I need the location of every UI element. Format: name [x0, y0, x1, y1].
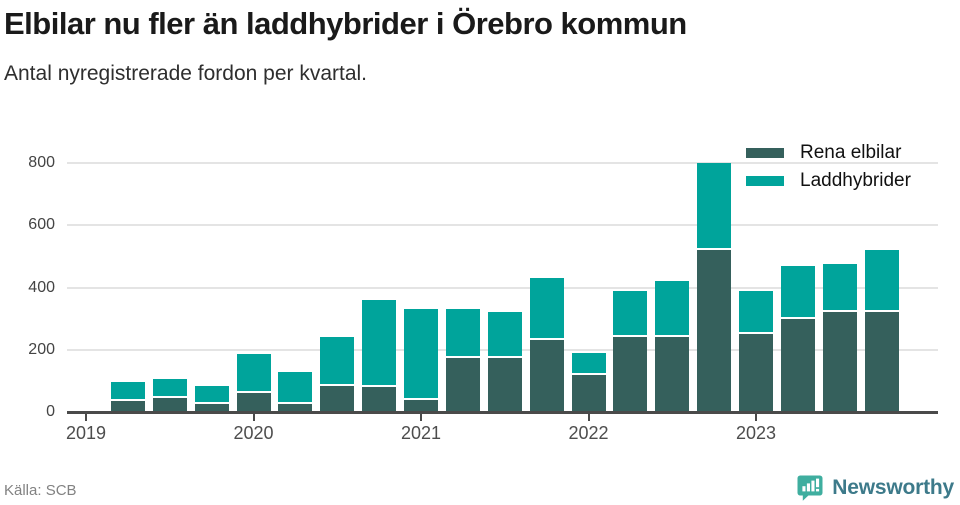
x-tick-label-2023: 2023 [735, 423, 777, 443]
legend: Rena elbilar Laddhybrider [746, 139, 911, 195]
newsworthy-logo: Newsworthy [796, 472, 954, 504]
chart-subtitle: Antal nyregistrerade fordon per kvartal. [4, 62, 368, 85]
bar-segment-elbilar-2022K2 [613, 337, 648, 412]
legend-swatch [746, 148, 784, 158]
x-tick-2020 [252, 414, 255, 421]
bar-segment-laddhybrider-2020K4 [362, 299, 397, 386]
bar-segment-laddhybrider-2022K4 [697, 163, 732, 249]
source-note: Källa: SCB [4, 482, 77, 499]
bar-segment-elbilar-2021K4 [529, 340, 564, 412]
x-tick-2023 [755, 414, 757, 421]
gridline-600 [67, 224, 938, 227]
y-tick-label-0: 0 [46, 403, 55, 420]
bar-segment-laddhybrider-2019K3 [152, 379, 187, 396]
bar-segment-laddhybrider-2021K3 [487, 312, 522, 356]
bar-segment-laddhybrider-2021K2 [445, 309, 480, 356]
bar-segment-laddhybrider-2019K2 [110, 382, 145, 400]
bar-segment-laddhybrider-2023K4 [864, 250, 899, 311]
bar-segment-elbilar-2019K4 [194, 404, 229, 412]
bar-segment-elbilar-2019K2 [110, 401, 145, 412]
bar-segment-elbilar-2020K3 [320, 385, 355, 412]
bar-segment-elbilar-2020K1 [236, 393, 271, 412]
bar-segment-elbilar-2023K2 [780, 318, 815, 412]
bar-segment-laddhybrider-2022K3 [655, 281, 690, 336]
y-tick-label-600: 600 [28, 216, 55, 234]
bar-segment-elbilar-2021K2 [445, 357, 480, 412]
bar-segment-laddhybrider-2022K2 [613, 290, 648, 336]
legend-label: Laddhybrider [800, 170, 911, 191]
gridline-800 [67, 162, 938, 164]
x-tick-2019 [85, 414, 87, 421]
gridline-400 [67, 286, 938, 289]
bar-segment-elbilar-2022K4 [697, 250, 732, 412]
bar-segment-elbilar-2020K4 [362, 387, 397, 412]
y-tick-label-400: 400 [28, 278, 55, 296]
chart-title: Elbilar nu fler än laddhybrider i Örebro… [4, 6, 687, 41]
y-tick-label-800: 800 [28, 154, 55, 171]
bar-segment-elbilar-2021K1 [404, 399, 438, 412]
y-tick-label-200: 200 [28, 340, 55, 358]
bar-segment-laddhybrider-2023K1 [739, 290, 773, 333]
bar-segment-laddhybrider-2020K3 [320, 337, 355, 384]
legend-item-rena-elbilar: Rena elbilar [746, 139, 911, 167]
bar-segment-elbilar-2019K3 [152, 397, 187, 412]
newsworthy-speech-bubble-chart-icon [797, 475, 823, 501]
bar-segment-laddhybrider-2023K2 [780, 265, 815, 317]
bar-segment-laddhybrider-2020K2 [278, 371, 313, 403]
brand-name: Newsworthy [832, 476, 954, 499]
bar-segment-elbilar-2023K4 [864, 312, 899, 412]
bar-segment-laddhybrider-2020K1 [236, 354, 271, 392]
x-tick-label-2021: 2021 [400, 423, 442, 443]
bar-segment-elbilar-2021K3 [487, 357, 522, 412]
x-tick-label-2022: 2022 [568, 423, 609, 443]
bar-segment-elbilar-2023K1 [739, 334, 773, 412]
x-tick-label-2020: 2020 [233, 423, 274, 443]
bar-segment-elbilar-2022K3 [655, 337, 690, 412]
bar-segment-laddhybrider-2019K4 [194, 385, 229, 403]
legend-label: Rena elbilar [800, 142, 902, 163]
x-tick-label-2019: 2019 [65, 423, 107, 443]
bar-segment-laddhybrider-2022K1 [571, 352, 606, 373]
legend-swatch [746, 176, 784, 186]
bar-segment-laddhybrider-2021K4 [529, 278, 564, 339]
bar-segment-laddhybrider-2023K3 [822, 264, 857, 311]
bar-segment-laddhybrider-2021K1 [404, 309, 438, 398]
legend-item-laddhybrider: Laddhybrider [746, 167, 911, 195]
bar-segment-elbilar-2022K1 [571, 374, 606, 412]
x-tick-2022 [587, 414, 590, 421]
x-tick-2021 [420, 414, 422, 421]
bar-segment-elbilar-2023K3 [822, 312, 857, 412]
x-axis-line [67, 411, 938, 414]
bar-segment-elbilar-2020K2 [278, 404, 313, 412]
